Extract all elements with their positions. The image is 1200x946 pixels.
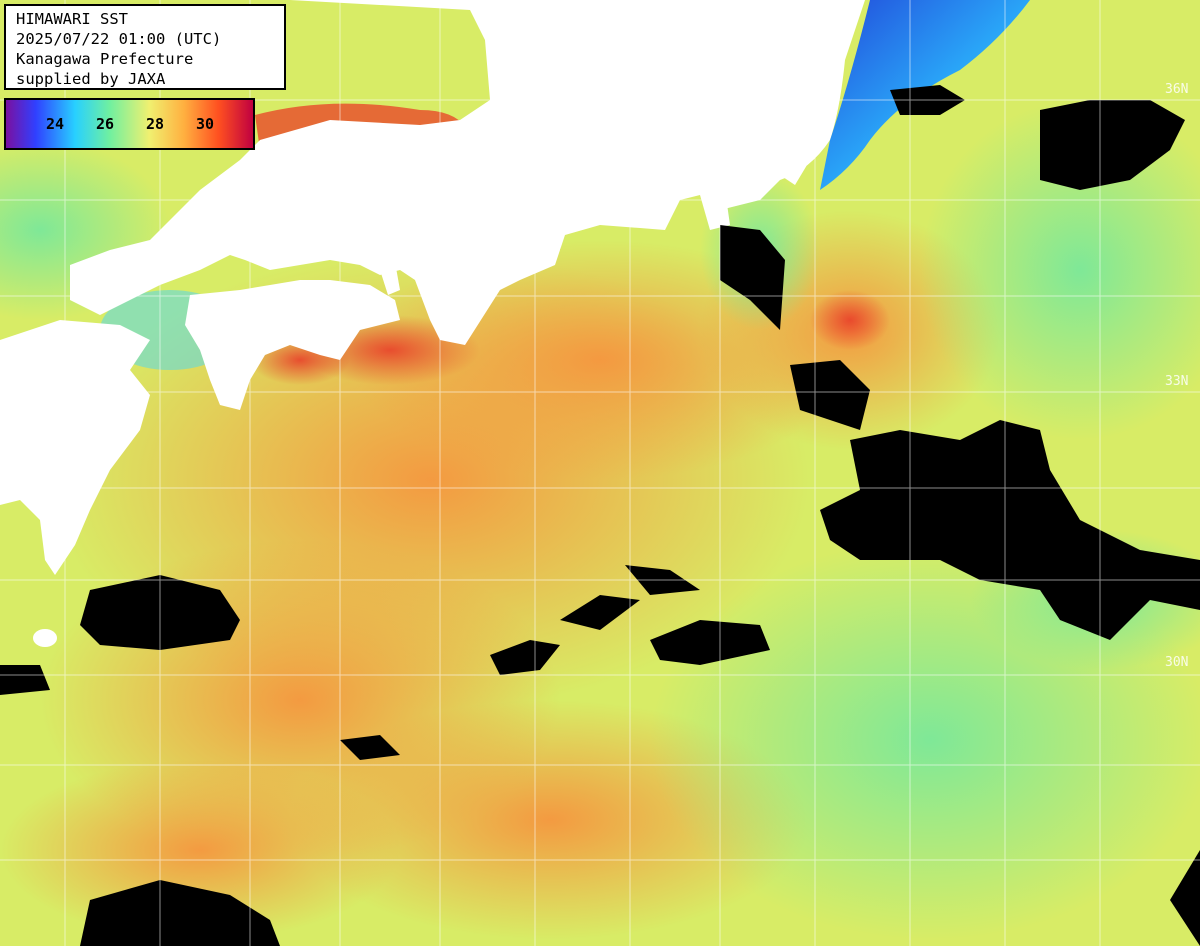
cold-water-ne <box>820 0 1030 190</box>
boso-peninsula <box>780 135 810 185</box>
map-region: Kanagawa Prefecture <box>16 50 194 68</box>
legend-tick-26: 26 <box>96 115 115 133</box>
lat-label-33n: 33N <box>1165 374 1189 389</box>
lat-label-35-left: 35 <box>12 375 28 390</box>
map-title: HIMAWARI SST <box>16 10 128 28</box>
legend-tick-28: 28 <box>146 115 165 133</box>
color-legend: 24 26 28 30 <box>4 98 255 150</box>
map-datetime: 2025/07/22 01:00 (UTC) <box>16 30 222 48</box>
shikoku <box>185 280 400 410</box>
awaji <box>380 262 400 295</box>
honshu <box>70 0 865 345</box>
clouds <box>0 85 1200 946</box>
lat-label-30n: 30N <box>1165 655 1189 670</box>
legend-tick-30: 30 <box>196 115 215 133</box>
lat-label-36n: 36N <box>1165 82 1189 97</box>
land <box>0 0 865 647</box>
kyushu <box>0 320 150 575</box>
legend-gradient <box>6 100 253 148</box>
map-credit: supplied by JAXA <box>16 70 166 88</box>
legend-tick-24: 24 <box>46 115 65 133</box>
info-box: HIMAWARI SST 2025/07/22 01:00 (UTC) Kana… <box>4 4 286 90</box>
